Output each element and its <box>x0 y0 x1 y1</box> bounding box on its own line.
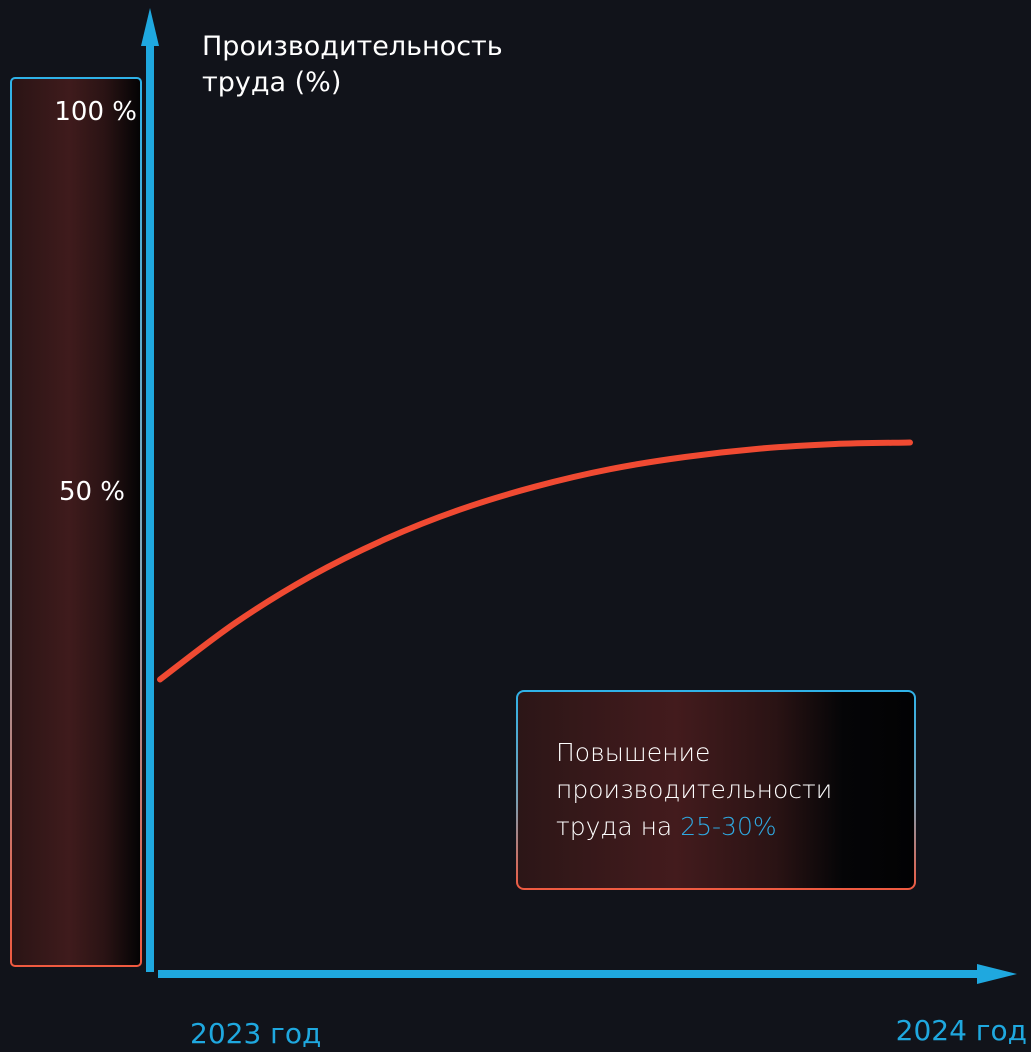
y-axis-label-line2: труда (%) <box>202 67 341 98</box>
callout-line-3-prefix: труда на <box>556 812 681 841</box>
y-scale-label-100: 100 % <box>54 97 137 127</box>
y-scale-label-50: 50 % <box>59 477 125 507</box>
callout-box: Повышение производительности труда на 25… <box>516 690 916 890</box>
callout-text: Повышение производительности труда на 25… <box>556 734 896 845</box>
series-line <box>157 439 913 683</box>
y-axis-label-line1: Производительность <box>202 31 503 62</box>
x-tick-label-2024: 2024 год <box>896 1014 1027 1047</box>
y-scale-bar <box>10 77 142 967</box>
callout-line-3: труда на 25-30% <box>556 808 896 845</box>
callout-highlight-value: 25-30% <box>680 812 777 841</box>
callout-line-2: производительности <box>556 775 833 804</box>
x-axis-arrow-icon <box>977 964 1017 984</box>
callout-line-1: Повышение <box>556 738 711 767</box>
y-axis-arrow-icon <box>141 8 159 46</box>
x-tick-label-2023: 2023 год <box>190 1017 321 1050</box>
